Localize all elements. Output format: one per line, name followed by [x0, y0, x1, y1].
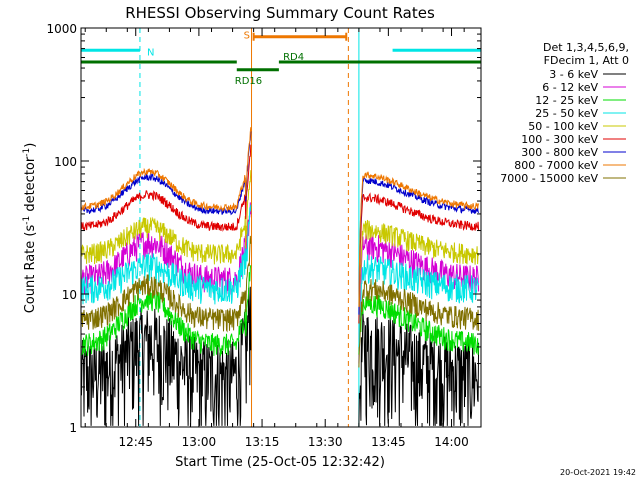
flag-label-s: S [244, 31, 250, 42]
series-line-segment-2 [358, 171, 480, 307]
timestamp: 20-Oct-2021 19:42 [560, 468, 636, 477]
plot-frame [80, 27, 482, 428]
y-axis-label: Count Rate (s-1 detector-1) [22, 143, 38, 314]
series-line-segment-1 [80, 265, 252, 357]
series-line-segment-2 [358, 279, 480, 368]
y-axis-label-main: Count Rate (s [23, 225, 38, 314]
series-line-segment-2 [358, 311, 480, 426]
y-tick-label: 100 [54, 155, 77, 169]
series-line-segment-1 [80, 144, 252, 233]
x-axis-label: Start Time (25-Oct-05 12:32:42) [175, 455, 385, 470]
series-line-segment-1 [80, 204, 252, 305]
legend-header-2: FDecim 1, Att 0 [544, 54, 629, 67]
state-flags: N S RD4 RD16 [81, 31, 481, 87]
x-tick-label: 13:45 [371, 435, 406, 449]
axes: 12:45 13:00 13:15 13:30 13:45 14:00 1 10 100 1000 [46, 22, 481, 449]
series-line-segment-1 [80, 286, 252, 426]
x-tick-label: 13:15 [245, 435, 280, 449]
legend-label: 6 - 12 keV [542, 81, 598, 94]
series-line-segment-2 [358, 292, 480, 355]
legend-label: 25 - 50 keV [535, 107, 598, 120]
y-tick-label: 1000 [46, 22, 77, 36]
legend-label: 300 - 800 keV [521, 146, 598, 159]
legend-label: 12 - 25 keV [535, 94, 598, 107]
y-tick-label: 1 [69, 421, 77, 435]
series-line-segment-2 [358, 192, 480, 324]
series-line-segment-2 [358, 219, 480, 324]
flag-label-rd4: RD4 [283, 52, 304, 63]
legend: Det 1,3,4,5,6,9, FDecim 1, Att 0 3 - 6 k… [500, 41, 629, 185]
x-tick-label: 14:00 [434, 435, 469, 449]
series-line-segment-2 [358, 254, 480, 347]
x-tick-label: 12:45 [118, 435, 153, 449]
legend-header-1: Det 1,3,4,5,6,9, [543, 41, 629, 54]
flag-label-n: N [147, 47, 154, 58]
y-axis-label-mid: detector [23, 156, 38, 216]
chart-title: RHESSI Observing Summary Count Rates [125, 4, 435, 22]
legend-label: 3 - 6 keV [549, 68, 598, 81]
y-axis-label-sup2: -1 [22, 148, 32, 157]
series-line-segment-1 [80, 170, 252, 265]
series-line-segment-1 [80, 127, 252, 213]
series-layer [80, 127, 480, 426]
series-line-segment-1 [80, 235, 252, 333]
x-tick-label: 13:00 [182, 435, 217, 449]
y-axis-label-end: ) [23, 143, 38, 148]
legend-label: 50 - 100 keV [528, 120, 598, 133]
y-tick-label: 10 [62, 288, 77, 302]
legend-label: 100 - 300 keV [521, 133, 598, 146]
x-tick-label: 13:30 [308, 435, 343, 449]
legend-label: 800 - 7000 keV [514, 159, 598, 172]
legend-label: 7000 - 15000 keV [500, 172, 598, 185]
series-line-segment-2 [358, 177, 480, 315]
flag-label-rd16: RD16 [235, 76, 262, 87]
y-axis-label-sup1: -1 [22, 216, 32, 225]
